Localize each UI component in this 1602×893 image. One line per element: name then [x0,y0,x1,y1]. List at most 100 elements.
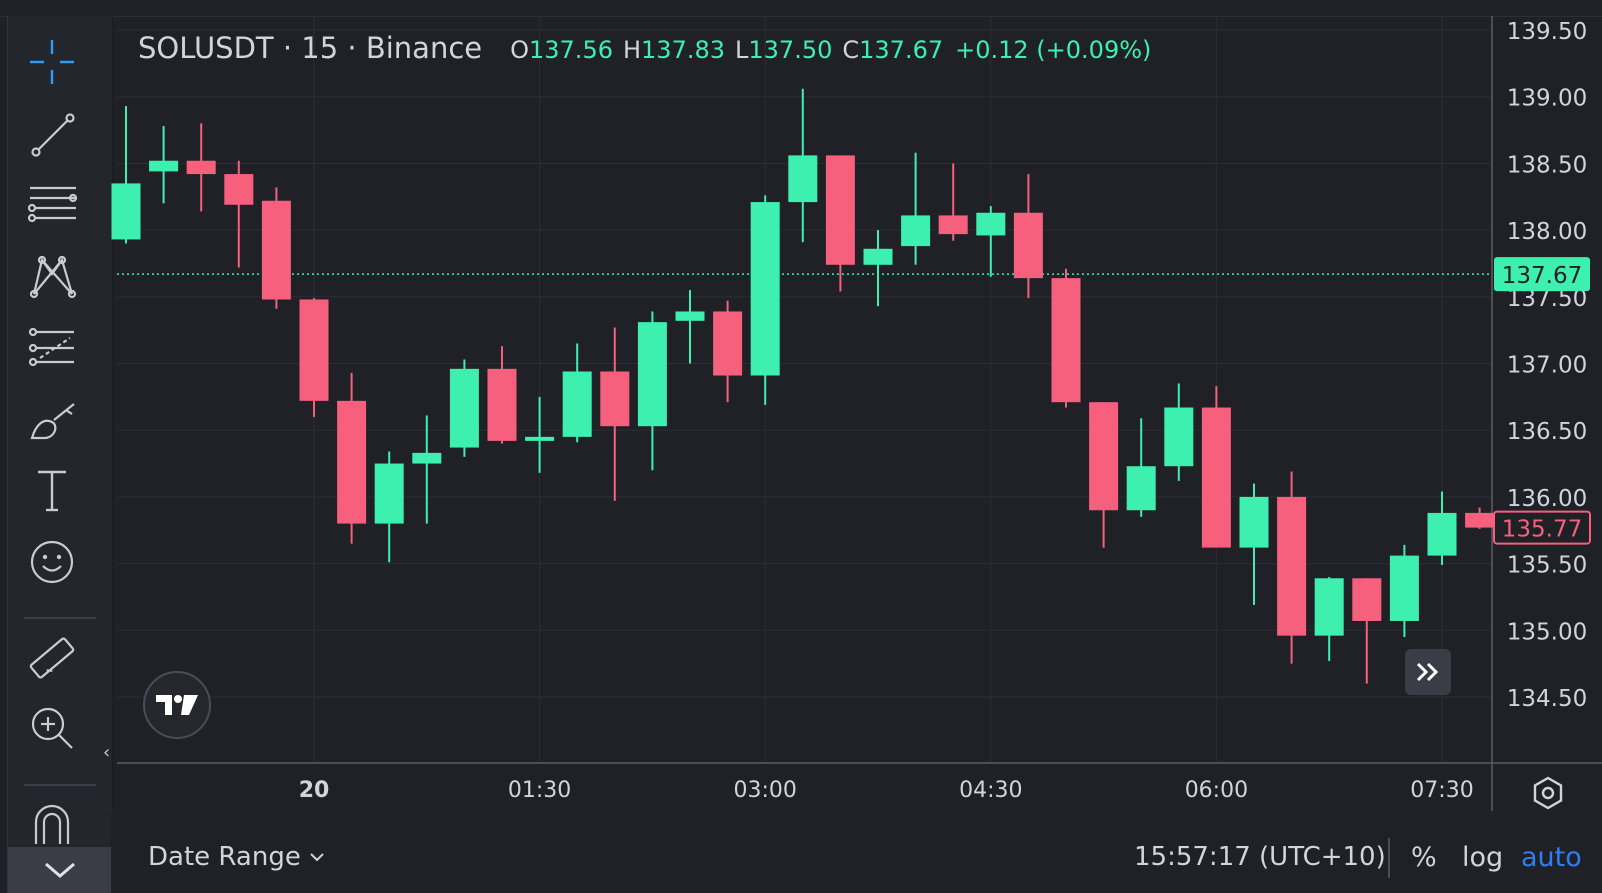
candle-body [637,322,667,427]
toolbar-separator [24,617,96,619]
top-strip [0,0,1602,17]
timezone-clock[interactable]: 15:57:17 (UTC+10) [1134,842,1386,872]
magnet-tool-button[interactable] [24,796,80,852]
candlestick-chart[interactable]: 139.50 139.00 138.50 138.00 137.50 137.00 136.… [0,0,1602,811]
chart-legend: SOLUSDT · 15 · Binance O 137.56 H 137.83 L… [138,31,1151,65]
price-tick-label: 134.50 [1507,686,1587,712]
price-tick-label: 135.00 [1507,619,1587,645]
price-tick-label: 139.50 [1507,19,1587,45]
last-price-label: 137.67 [1502,263,1582,289]
candle-body [863,248,893,265]
time-tick-label: 04:30 [959,778,1022,803]
zoom-in-icon [31,707,73,749]
price-tick-label: 139.00 [1507,86,1587,112]
price-tick-label: 136.00 [1507,486,1587,512]
text-icon [38,470,66,512]
toolbar-collapse-button[interactable] [8,847,112,893]
emoji-tool-button[interactable] [24,534,80,590]
candle-body [412,452,442,464]
candle-body [713,311,743,376]
price-tick-label: 137.00 [1507,353,1587,379]
chevron-down-icon [45,862,75,878]
candle-body [901,215,931,247]
text-tool-button[interactable] [24,462,80,518]
settings-gear-icon[interactable] [1530,775,1566,811]
current-price-badge [1493,510,1591,545]
candle-body [1164,407,1194,467]
percent-scale-button[interactable]: % [1411,842,1437,873]
symbol-label[interactable]: SOLUSDT · 15 · Binance [138,31,483,65]
candle-body [1051,278,1081,403]
candle-body [976,212,1006,236]
ruler-tool-button[interactable] [24,630,80,686]
candle-body [525,436,555,441]
open-value: 137.56 [529,36,613,64]
brush-tool-button[interactable] [24,392,80,448]
candle-body [1465,512,1495,528]
crosshair-icon [30,40,74,84]
trend-line-tool-button[interactable] [24,106,80,162]
low-label: L [735,36,749,64]
time-tick-label: 20 [299,778,330,803]
price-tick-label: 136.50 [1507,419,1587,445]
candle-body [149,160,179,172]
prediction-icon [28,327,74,367]
candle-body [600,371,630,427]
pattern-icon [29,255,77,299]
candle-body [186,160,216,175]
scroll-to-realtime-button[interactable] [1405,649,1451,695]
toolbar-separator [24,784,96,786]
chevron-down-icon [310,853,324,862]
high-value: 137.83 [641,36,726,64]
candle-body [374,463,404,524]
date-range-button[interactable]: Date Range [148,842,325,872]
candle-body [1427,512,1457,556]
log-scale-button[interactable]: log [1462,842,1504,873]
candle-body [788,155,818,203]
change-value: +0.12 (+0.09%) [955,36,1152,64]
candle-body [1239,496,1269,548]
double-chevron-right-icon [1416,662,1439,682]
fib-retracement-tool-button[interactable] [24,176,80,232]
bottom-toolbar [111,811,1602,893]
scroll-left-icon[interactable]: ‹ [103,742,111,763]
magnet-icon [34,804,70,844]
candle-body [1201,407,1231,548]
tradingview-logo[interactable] [143,671,211,739]
candle-body [261,200,291,300]
candle-body [1314,578,1344,636]
zoom-in-tool-button[interactable] [24,700,80,756]
low-value: 137.50 [748,36,833,64]
crosshair-tool-button[interactable] [24,34,80,90]
auto-scale-button[interactable]: auto [1521,842,1582,873]
candle-body [1277,496,1307,636]
tradingview-logo-icon [156,695,198,715]
prediction-tool-button[interactable] [24,320,80,376]
close-label: C [842,36,860,64]
fib-retracement-icon [27,186,78,223]
last-price-badge [1494,257,1590,292]
price-tick-label: 135.50 [1507,553,1587,579]
price-tick-label: 138.00 [1507,219,1587,245]
candle-body [750,202,780,376]
candle-body [562,371,592,437]
time-tick-label: 06:00 [1185,778,1248,803]
high-label: H [622,36,642,64]
drawing-toolbar [7,16,113,893]
candle-body [337,400,367,524]
candle-body [1013,212,1043,279]
candle-body [111,183,141,240]
brush-icon [30,403,75,440]
candle-body [1089,402,1119,511]
pattern-tool-button[interactable] [24,248,80,304]
bottom-bar-separator [1388,838,1390,878]
price-tick-label: 138.50 [1507,152,1587,178]
candle-body [825,155,855,265]
candle-body [487,368,517,441]
emoji-icon [30,540,74,584]
candle-body [449,368,479,448]
date-range-label: Date Range [148,842,301,872]
open-label: O [510,36,529,64]
candle-body [675,311,705,321]
